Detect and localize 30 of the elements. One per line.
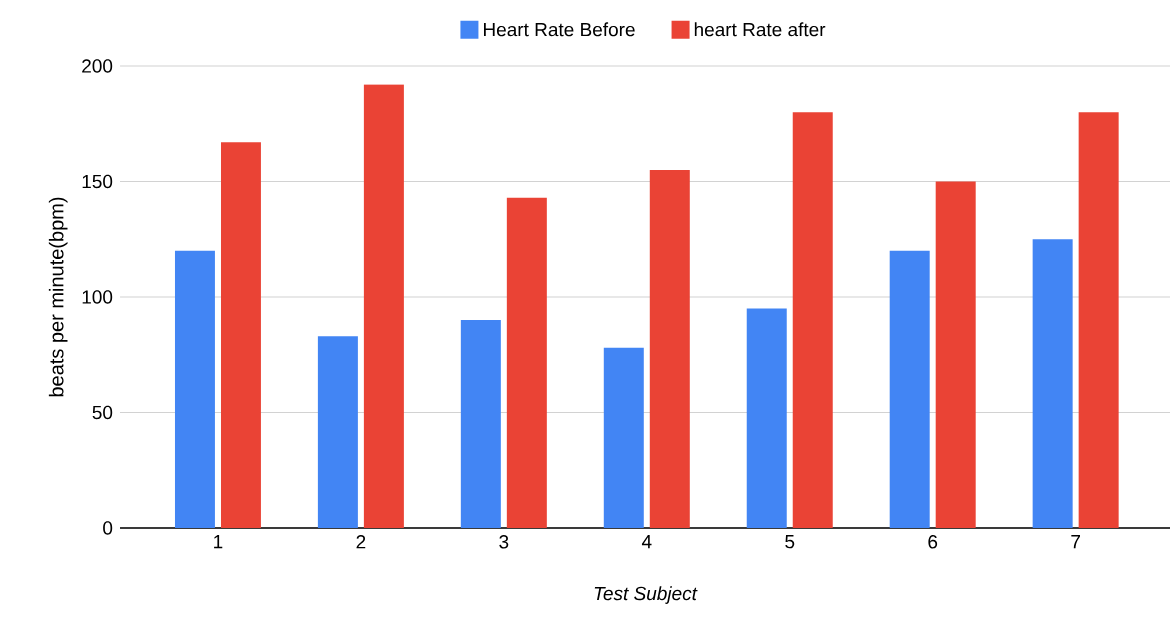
x-axis-title: Test Subject [594, 586, 698, 604]
x-tick-label: 1 [214, 535, 223, 549]
x-tick-label: 3 [499, 535, 509, 549]
x-tick-label: 6 [928, 535, 938, 549]
y-tick-label: 100 [82, 290, 113, 304]
y-tick-label: 0 [103, 521, 113, 535]
y-axis-title: beats per minute(bpm) [48, 197, 68, 397]
bar [889, 250, 930, 528]
bar [649, 169, 690, 528]
bar [935, 181, 976, 528]
bar [363, 84, 404, 528]
x-tick-label: 5 [785, 535, 795, 549]
bar [792, 112, 833, 528]
bar [746, 308, 787, 528]
bar [506, 197, 547, 528]
x-tick-label: 4 [641, 535, 652, 549]
bar [1078, 112, 1119, 528]
legend-label: heart Rate after [694, 22, 826, 37]
x-tick-label: 2 [356, 535, 366, 549]
y-tick-label: 50 [92, 405, 113, 420]
x-tick-label: 7 [1071, 535, 1080, 549]
y-tick-label: 200 [82, 59, 113, 73]
bar [460, 320, 501, 528]
bar [1032, 239, 1073, 528]
bar [220, 142, 261, 528]
bar [174, 250, 215, 528]
legend-label: Heart Rate Before [484, 22, 635, 37]
bar [603, 347, 644, 528]
y-tick-label: 150 [82, 174, 113, 189]
bar [317, 336, 358, 528]
